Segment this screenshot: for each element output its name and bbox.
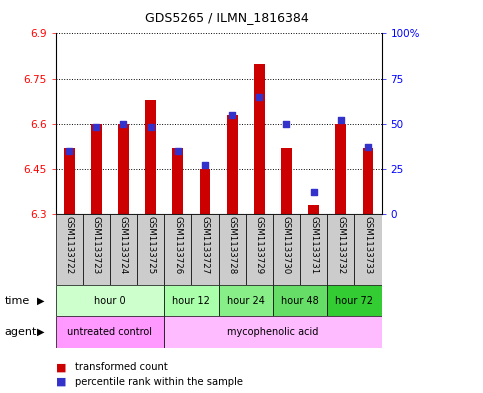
Bar <box>118 124 129 214</box>
Bar <box>56 285 164 316</box>
Bar <box>281 148 292 214</box>
Bar <box>355 214 382 285</box>
Text: transformed count: transformed count <box>75 362 168 373</box>
Text: GSM1133728: GSM1133728 <box>227 216 237 275</box>
Point <box>120 121 128 127</box>
Text: hour 0: hour 0 <box>94 296 126 306</box>
Bar <box>91 124 102 214</box>
Text: GSM1133731: GSM1133731 <box>309 216 318 275</box>
Bar <box>164 214 191 285</box>
Point <box>310 189 317 196</box>
Point <box>364 144 372 151</box>
Bar <box>300 214 327 285</box>
Bar <box>145 100 156 214</box>
Bar <box>327 285 382 316</box>
Point <box>92 124 100 130</box>
Text: hour 12: hour 12 <box>172 296 210 306</box>
Bar <box>164 316 382 348</box>
Point <box>174 148 182 154</box>
Text: GSM1133733: GSM1133733 <box>364 216 372 275</box>
Text: GSM1133730: GSM1133730 <box>282 216 291 275</box>
Point <box>65 148 73 154</box>
Bar <box>218 214 246 285</box>
Bar <box>218 285 273 316</box>
Text: hour 72: hour 72 <box>335 296 373 306</box>
Bar <box>64 148 74 214</box>
Bar <box>110 214 137 285</box>
Bar <box>172 148 183 214</box>
Text: hour 24: hour 24 <box>227 296 265 306</box>
Text: GSM1133725: GSM1133725 <box>146 216 155 275</box>
Text: GSM1133723: GSM1133723 <box>92 216 101 275</box>
Bar <box>254 64 265 214</box>
Text: GSM1133724: GSM1133724 <box>119 216 128 275</box>
Point <box>201 162 209 169</box>
Point <box>147 124 155 130</box>
Text: ▶: ▶ <box>37 296 45 306</box>
Bar <box>83 214 110 285</box>
Text: GSM1133726: GSM1133726 <box>173 216 182 275</box>
Text: untreated control: untreated control <box>68 327 152 337</box>
Text: GSM1133727: GSM1133727 <box>200 216 210 275</box>
Bar <box>227 115 238 214</box>
Text: GSM1133729: GSM1133729 <box>255 216 264 274</box>
Bar <box>56 316 164 348</box>
Bar <box>363 148 373 214</box>
Bar <box>199 169 211 214</box>
Bar <box>137 214 164 285</box>
Point <box>337 117 345 123</box>
Bar <box>246 214 273 285</box>
Text: ▶: ▶ <box>37 327 45 337</box>
Text: GSM1133732: GSM1133732 <box>336 216 345 275</box>
Bar <box>56 214 83 285</box>
Text: percentile rank within the sample: percentile rank within the sample <box>75 377 243 387</box>
Point <box>228 112 236 118</box>
Text: ■: ■ <box>56 377 66 387</box>
Text: GSM1133722: GSM1133722 <box>65 216 73 275</box>
Bar <box>308 205 319 214</box>
Point <box>283 121 290 127</box>
Bar <box>191 214 218 285</box>
Bar <box>273 285 327 316</box>
Text: mycophenolic acid: mycophenolic acid <box>227 327 319 337</box>
Bar <box>273 214 300 285</box>
Text: GDS5265 / ILMN_1816384: GDS5265 / ILMN_1816384 <box>145 11 309 24</box>
Text: hour 48: hour 48 <box>281 296 319 306</box>
Bar <box>335 124 346 214</box>
Text: time: time <box>5 296 30 306</box>
Point <box>256 94 263 100</box>
Text: agent: agent <box>5 327 37 337</box>
Bar <box>164 285 218 316</box>
Bar <box>327 214 355 285</box>
Text: ■: ■ <box>56 362 66 373</box>
